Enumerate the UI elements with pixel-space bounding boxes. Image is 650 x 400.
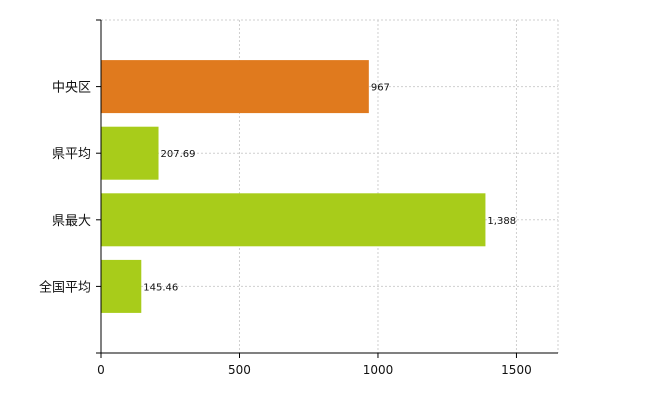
x-tick-label: 0	[97, 363, 105, 377]
axes	[96, 19, 558, 358]
labels: 967 中央区 207.69 県平均 1,388 県最大 145.46 全国平均 0 500 100…	[39, 81, 532, 377]
bar	[101, 126, 159, 180]
category-label: 県最大	[52, 214, 91, 229]
data-label: 967	[371, 83, 390, 94]
x-tick-label: 1000	[363, 363, 394, 377]
data-label: 145.46	[143, 282, 178, 293]
x-tick-label: 500	[228, 363, 251, 377]
data-label: 1,388	[487, 216, 516, 227]
x-tick-label: 1500	[501, 363, 532, 377]
bar	[101, 60, 369, 114]
bar	[101, 259, 142, 313]
bar	[101, 193, 486, 247]
category-label: 全国平均	[39, 279, 91, 295]
data-label: 207.69	[161, 149, 196, 160]
category-label: 中央区	[52, 81, 91, 96]
bars	[101, 60, 486, 313]
category-label: 県平均	[52, 147, 91, 162]
